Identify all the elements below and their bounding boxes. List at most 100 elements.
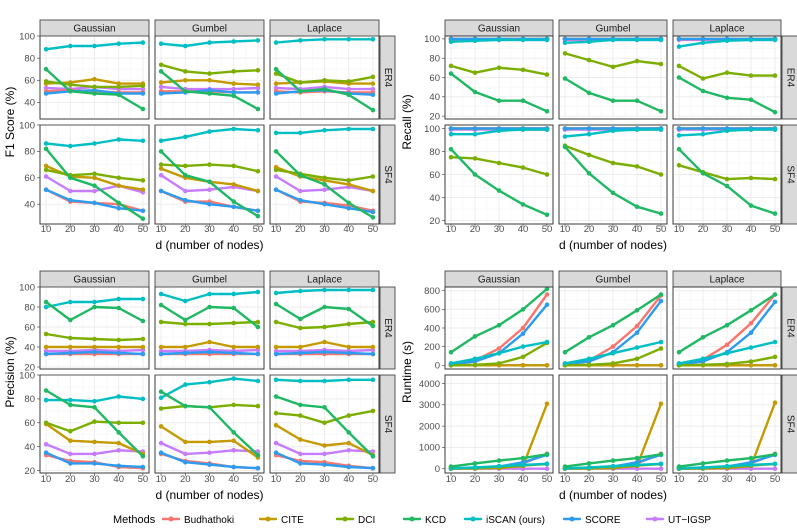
data-point-iscan-ours (448, 39, 454, 45)
data-point-kcd (544, 286, 550, 292)
data-point-dci (255, 403, 261, 409)
data-point-kcd (346, 200, 352, 206)
data-point-score (158, 91, 164, 96)
data-point-dci (370, 319, 376, 325)
data-point-dci (207, 321, 212, 327)
data-point-score (207, 349, 212, 355)
data-point-iscan-ours (140, 138, 146, 144)
data-point-ut-igsp (207, 187, 212, 192)
data-point-dci (676, 63, 682, 69)
data-point-iscan-ours (298, 288, 303, 294)
data-point-dci (158, 162, 164, 167)
data-point-cite (772, 363, 778, 368)
data-point-dci (748, 359, 754, 364)
data-point-cite (116, 183, 121, 188)
data-point-dci (496, 65, 502, 71)
data-point-kcd (544, 109, 550, 114)
data-point-dci (346, 79, 352, 84)
data-point-dci (610, 160, 616, 166)
data-point-iscan-ours (634, 37, 640, 43)
y-tick-label: 40 (429, 193, 440, 204)
data-point-kcd (140, 106, 146, 112)
legend-item-score: SCORE (562, 515, 621, 526)
x-tick-label: 50 (656, 474, 667, 485)
data-point-kcd (255, 324, 261, 330)
runtime-panel-er4-gumbel: Gumbel (558, 270, 668, 370)
y-tick-label: 40 (429, 92, 440, 103)
data-point-score (207, 462, 212, 467)
data-point-dci (586, 152, 592, 158)
runtime-panel-er4-gaussian: Gaussian 0 200 400 600 800 (424, 270, 554, 372)
data-point-iscan-ours (68, 397, 73, 403)
data-point-dci (610, 64, 616, 70)
y-tick-label: 600 (424, 305, 440, 316)
data-point-iscan-ours (183, 134, 188, 140)
y-tick-label: 60 (24, 322, 35, 333)
f1-score-panel-sf4-gumbel: 10 20 30 40 50 (154, 124, 265, 235)
data-point-dci (346, 321, 352, 327)
data-point-kcd (448, 71, 454, 76)
y-tick-label: 4000 (419, 379, 440, 390)
data-point-dci (273, 319, 279, 325)
y-tick-label: 60 (24, 418, 35, 429)
data-point-cite (520, 363, 526, 368)
data-point-iscan-ours (346, 37, 352, 42)
legend-swatch-point (409, 516, 415, 522)
data-point-cite (207, 339, 212, 345)
data-point-dci (700, 76, 706, 81)
data-point-cite (346, 344, 352, 350)
facet-strip-label: Gaussian (478, 24, 520, 35)
data-point-dci (231, 320, 236, 326)
data-point-dci (520, 165, 526, 170)
data-point-score (158, 351, 164, 357)
data-point-kcd (298, 89, 303, 94)
legend-swatch-point (470, 516, 476, 522)
data-point-iscan-ours (346, 377, 352, 383)
data-point-kcd (183, 403, 188, 409)
data-point-dci (140, 420, 146, 426)
data-point-score (562, 126, 568, 131)
data-point-ut-igsp (322, 451, 327, 457)
data-point-iscan-ours (562, 361, 568, 366)
data-point-kcd (772, 452, 778, 457)
data-point-dci (298, 413, 303, 418)
data-point-score (255, 465, 261, 471)
data-point-iscan-ours (43, 47, 49, 52)
data-point-iscan-ours (544, 339, 550, 345)
data-point-cite (183, 78, 188, 83)
data-point-kcd (43, 388, 49, 393)
facet-row-strip (379, 124, 396, 225)
x-tick-label: 40 (632, 474, 643, 485)
y-tick-label: 40 (24, 442, 35, 453)
data-point-kcd (255, 452, 261, 458)
data-point-dci (724, 361, 730, 367)
y-tick-label: 400 (424, 323, 440, 334)
y-axis-title: Precision (%) (3, 336, 17, 407)
precision-panel-er4-laplace: Laplace ER4 (269, 270, 396, 370)
data-point-cite (92, 175, 97, 181)
facet-row-label: SF4 (785, 415, 796, 434)
data-point-kcd (92, 304, 97, 310)
f1-score-panel-sf4-laplace: 10 20 30 40 50 SF4 (269, 124, 396, 235)
data-point-kcd (346, 306, 352, 312)
f1-score-panel-er4-gaussian: Gaussian 40 60 80 100 (19, 19, 150, 120)
x-tick-label: 30 (494, 224, 505, 235)
data-point-iscan-ours (586, 356, 592, 362)
x-tick-label: 40 (518, 474, 529, 485)
x-tick-label: 10 (446, 474, 457, 485)
data-point-iscan-ours (43, 304, 49, 310)
data-point-iscan-ours (370, 377, 376, 383)
data-point-dci (520, 67, 526, 73)
f1-score-panel-er4-laplace: Laplace ER4 (269, 19, 396, 120)
facet-row-strip (379, 35, 396, 120)
data-point-iscan-ours (92, 299, 97, 305)
data-point-dci (472, 362, 478, 368)
data-point-kcd (273, 149, 279, 154)
data-point-iscan-ours (231, 126, 236, 132)
data-point-cite (544, 401, 550, 407)
facet-strip-label: Laplace (709, 275, 744, 286)
data-point-cite (370, 81, 376, 86)
runtime-panel-sf4-laplace: 10 20 30 40 50 SF4 (672, 374, 797, 485)
runtime-panel-sf4-gumbel: 10 20 30 40 50 (558, 374, 668, 485)
precision-panel-er4-gumbel: Gumbel (154, 270, 265, 370)
